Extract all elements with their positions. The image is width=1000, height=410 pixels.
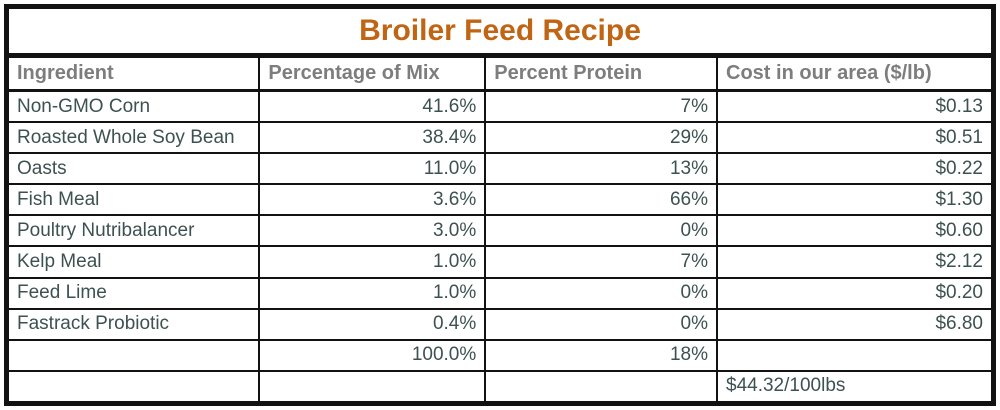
cell-percentage-of-mix: 11.0% [258,152,487,186]
cell-ingredient: Fastrack Probiotic [9,307,261,341]
cell-percentage-of-mix: 1.0% [258,245,487,279]
cell-cost: $44.32/100lbs [716,369,991,401]
cell-percent-protein: 0% [484,307,719,341]
column-header-ingredient: Ingredient [9,58,261,92]
page-title: Broiler Feed Recipe [359,14,641,47]
table-row: $44.32/100lbs [9,369,991,401]
cell-percent-protein: 7% [484,245,719,279]
cell-ingredient: Roasted Whole Soy Bean [9,121,261,155]
column-header-cost: Cost in our area ($/lb) [716,58,991,92]
cell-percentage-of-mix: 100.0% [258,338,487,372]
cell-percentage-of-mix: 3.0% [258,214,487,248]
table-row: Roasted Whole Soy Bean 38.4% 29% $0.51 [9,121,991,155]
cell-percent-protein: 0% [484,214,719,248]
cell-cost: $0.22 [716,152,991,186]
table-row: Kelp Meal 1.0% 7% $2.12 [9,245,991,279]
cell-percentage-of-mix: 1.0% [258,276,487,310]
cell-ingredient [9,338,261,372]
cell-ingredient: Feed Lime [9,276,261,310]
feed-recipe-table: Ingredient Percentage of Mix Percent Pro… [9,58,991,401]
cell-cost: $0.60 [716,214,991,248]
cell-percentage-of-mix [258,369,487,401]
cell-cost: $0.20 [716,276,991,310]
cell-percent-protein [484,369,719,401]
cell-cost: $2.12 [716,245,991,279]
cell-percent-protein: 18% [484,338,719,372]
cell-cost: $0.51 [716,121,991,155]
table-row: Non-GMO Corn 41.6% 7% $0.13 [9,89,991,124]
cell-percentage-of-mix: 38.4% [258,121,487,155]
cell-percent-protein: 29% [484,121,719,155]
cell-ingredient: Non-GMO Corn [9,89,261,124]
table-row: 100.0% 18% [9,338,991,372]
cell-ingredient: Fish Meal [9,183,261,217]
cell-percentage-of-mix: 0.4% [258,307,487,341]
table-row: Fish Meal 3.6% 66% $1.30 [9,183,991,217]
feed-table-frame: Broiler Feed Recipe Ingredient Percentag… [4,4,996,406]
cell-percent-protein: 13% [484,152,719,186]
table-row: Fastrack Probiotic 0.4% 0% $6.80 [9,307,991,341]
cell-ingredient [9,369,261,401]
cell-percent-protein: 7% [484,89,719,124]
table-row: Feed Lime 1.0% 0% $0.20 [9,276,991,310]
table-body: Non-GMO Corn 41.6% 7% $0.13 Roasted Whol… [9,89,991,401]
header-row: Ingredient Percentage of Mix Percent Pro… [9,58,991,92]
column-header-percentage-of-mix: Percentage of Mix [258,58,487,92]
cell-percentage-of-mix: 3.6% [258,183,487,217]
cell-percent-protein: 66% [484,183,719,217]
table-row: Oasts 11.0% 13% $0.22 [9,152,991,186]
cell-cost: $0.13 [716,89,991,124]
cell-cost [716,338,991,372]
cell-percentage-of-mix: 41.6% [258,89,487,124]
table-title-row: Broiler Feed Recipe [9,9,991,58]
cell-percent-protein: 0% [484,276,719,310]
cell-ingredient: Kelp Meal [9,245,261,279]
table-row: Poultry Nutribalancer 3.0% 0% $0.60 [9,214,991,248]
column-header-percent-protein: Percent Protein [484,58,719,92]
cell-cost: $6.80 [716,307,991,341]
cell-cost: $1.30 [716,183,991,217]
cell-ingredient: Poultry Nutribalancer [9,214,261,248]
cell-ingredient: Oasts [9,152,261,186]
